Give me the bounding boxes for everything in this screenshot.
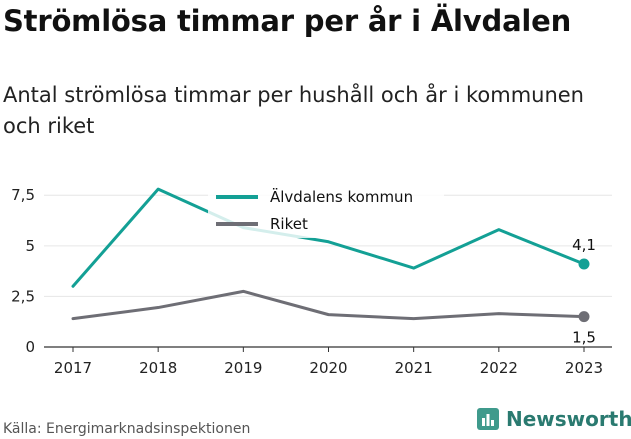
y-tick-label: 7,5 — [11, 186, 35, 204]
series-riket-end-point — [578, 311, 590, 323]
x-tick-label: 2018 — [139, 359, 177, 377]
x-tick-label: 2023 — [565, 359, 603, 377]
series-alvdalen-end-label: 4,1 — [572, 236, 596, 254]
x-tick-label: 2020 — [309, 359, 347, 377]
series-riket-line — [71, 289, 586, 321]
series-riket-end-label: 1,5 — [572, 329, 596, 347]
series-alvdalen-line — [71, 187, 586, 288]
chart-subtitle: Antal strömlösa timmar per hushåll och å… — [3, 83, 584, 138]
series-alvdalen-end-point — [578, 258, 590, 270]
legend-box — [208, 183, 444, 238]
line-chart: 0 2,5 5 7,5 2017 2018 2019 2020 2021 2022 2023 4,1 1… — [11, 183, 612, 377]
brand: Newsworthy — [476, 407, 631, 431]
y-tick-label: 5 — [25, 237, 35, 255]
x-tick-label: 2022 — [480, 359, 518, 377]
y-tick-label: 0 — [25, 338, 35, 356]
newsworthy-logo-icon — [477, 408, 499, 430]
x-tick-label: 2019 — [224, 359, 262, 377]
y-tick-label: 2,5 — [11, 287, 35, 305]
x-tick-label: 2021 — [395, 359, 433, 377]
chart-title: Strömlösa timmar per år i Älvdalen — [3, 4, 572, 38]
brand-name: Newsworthy — [506, 407, 631, 431]
legend-label: Riket — [270, 215, 308, 233]
x-tick-label: 2017 — [54, 359, 92, 377]
source-note: Källa: Energimarknadsinspektionen — [3, 421, 251, 437]
legend-label: Älvdalens kommun — [270, 187, 413, 206]
